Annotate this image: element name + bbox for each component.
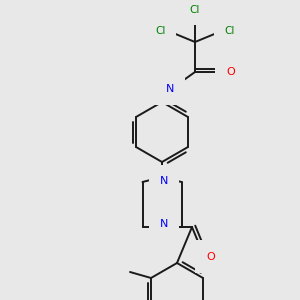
Text: N: N bbox=[160, 219, 168, 229]
Text: Cl: Cl bbox=[155, 26, 166, 37]
Text: N: N bbox=[160, 176, 168, 186]
Text: O: O bbox=[206, 251, 215, 262]
Text: O: O bbox=[226, 67, 235, 77]
Text: Cl: Cl bbox=[190, 5, 200, 15]
Text: H: H bbox=[160, 80, 168, 90]
Text: N: N bbox=[166, 84, 174, 94]
Text: Cl: Cl bbox=[224, 26, 235, 37]
